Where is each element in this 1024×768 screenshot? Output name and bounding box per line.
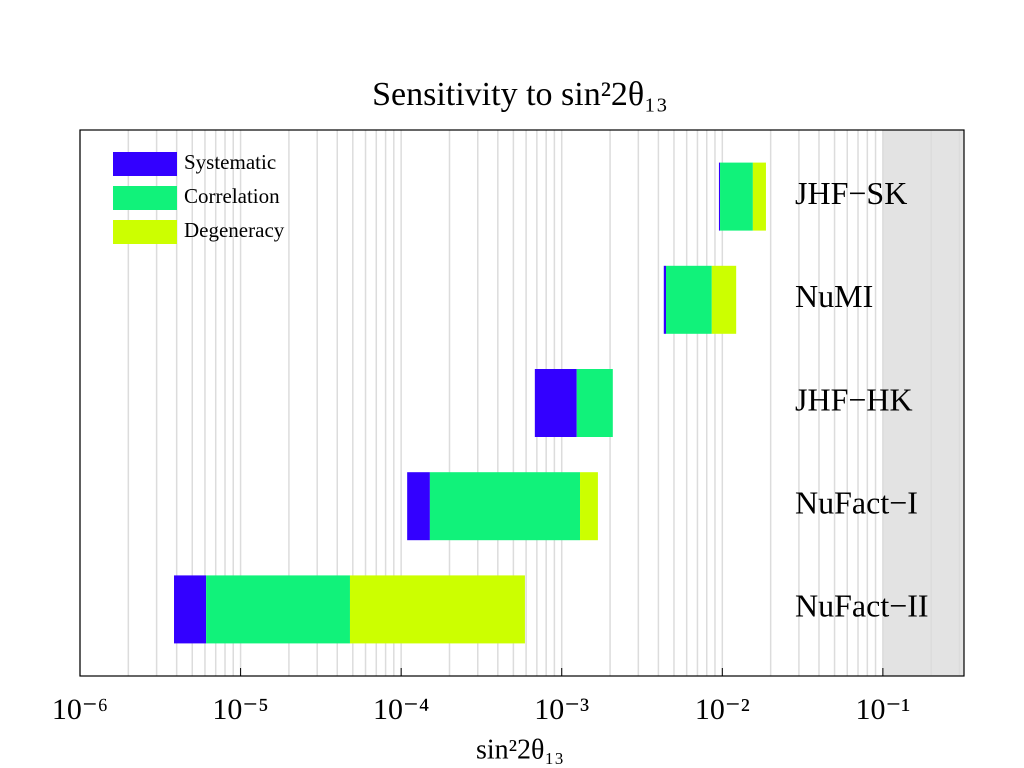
bar-segment [720, 162, 753, 231]
bar-segment [407, 472, 430, 541]
legend-swatch [113, 220, 177, 244]
x-tick-label: 10⁻⁴ [373, 693, 429, 726]
chart-title: Sensitivity to sin²2θ₁₃ [372, 76, 668, 113]
shaded-region [882, 130, 964, 676]
x-axis-label: sin²2θ₁₃ [476, 734, 564, 765]
x-tick-label: 10⁻⁶ [52, 693, 108, 726]
bar-segment [576, 369, 613, 437]
bar-segment [718, 162, 721, 231]
x-tick-label: 10⁻⁵ [212, 693, 268, 726]
bar-segment [174, 575, 207, 644]
legend-label: Systematic [184, 150, 276, 174]
x-tick-label: 10⁻¹ [855, 693, 910, 726]
legend-swatch [113, 186, 177, 210]
bar-segment [429, 472, 581, 541]
category-label: NuFact−II [795, 588, 929, 624]
legend-swatch [113, 152, 177, 176]
bar-segment [349, 575, 525, 644]
plot-frame [79, 129, 965, 677]
bar-segment [752, 162, 766, 231]
category-label: NuMI [795, 278, 873, 314]
x-tick-label: 10⁻³ [534, 693, 589, 726]
x-tick-label: 10⁻² [695, 693, 750, 726]
bar-segment [206, 575, 350, 644]
bar-segment [665, 265, 712, 334]
bar-segment [711, 265, 737, 334]
bar-segment [534, 369, 577, 437]
legend-label: Degeneracy [184, 218, 285, 242]
legend-label: Correlation [184, 184, 280, 208]
category-label: JHF−SK [795, 175, 907, 211]
bar-segment [580, 472, 598, 541]
bar-segment [663, 265, 666, 334]
category-label: NuFact−I [795, 485, 918, 521]
category-label: JHF−HK [795, 381, 913, 417]
